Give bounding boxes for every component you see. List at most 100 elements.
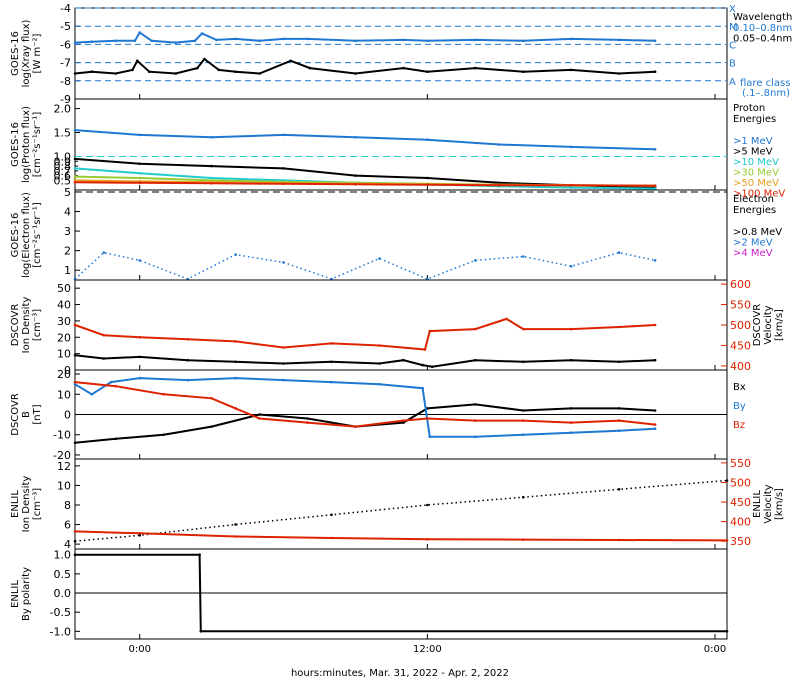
y-tick-label: 1.5 bbox=[54, 127, 72, 140]
legend-item: >1 MeV bbox=[733, 136, 773, 147]
data-point bbox=[426, 138, 429, 141]
data-point bbox=[569, 265, 573, 268]
y-axis-label: Ion Density bbox=[21, 476, 32, 533]
series-line-0 bbox=[75, 553, 727, 633]
data-point bbox=[474, 66, 477, 70]
data-point bbox=[402, 38, 405, 42]
data-point bbox=[402, 66, 405, 70]
data-point bbox=[474, 38, 477, 42]
data-point bbox=[426, 70, 429, 73]
right-y-axis-label: ENLIL bbox=[752, 490, 763, 518]
panel-frame bbox=[74, 7, 728, 100]
right-y-axis-label: DSCOVR bbox=[752, 304, 763, 347]
data-point bbox=[426, 183, 429, 186]
data-point bbox=[90, 393, 94, 396]
y-tick-label: 0.6 bbox=[54, 170, 72, 183]
y-axis-label: DSCOVR bbox=[10, 393, 21, 436]
data-point bbox=[186, 338, 189, 341]
data-point bbox=[653, 323, 657, 327]
data-point bbox=[73, 354, 77, 357]
data-point bbox=[354, 136, 357, 139]
data-point bbox=[522, 433, 525, 437]
right-y-tick-label: 400 bbox=[730, 360, 751, 373]
data-point bbox=[402, 419, 405, 422]
legend-title: Energies bbox=[733, 114, 776, 125]
y-axis-label: log(Electron flux) bbox=[21, 192, 32, 278]
y-tick-label: -4 bbox=[60, 2, 71, 15]
data-point bbox=[653, 70, 657, 73]
data-point bbox=[378, 344, 381, 347]
data-point bbox=[522, 360, 525, 364]
y-tick-label: 0.0 bbox=[54, 587, 72, 600]
flare-class-label: X bbox=[729, 4, 736, 15]
legend-item: >2 MeV bbox=[733, 238, 773, 249]
legend-item: 0.05–0.4nm bbox=[733, 34, 792, 45]
y-tick-label: 0.9 bbox=[54, 155, 72, 168]
series-line-1 bbox=[74, 530, 728, 542]
right-y-tick-label: 400 bbox=[730, 516, 751, 529]
data-point bbox=[653, 184, 657, 187]
data-point bbox=[148, 70, 151, 73]
legend-item: >4 MeV bbox=[733, 248, 773, 259]
right-y-tick-label: 450 bbox=[730, 496, 751, 509]
panel-frame bbox=[74, 458, 728, 550]
legend-item: By bbox=[733, 401, 746, 412]
data-point bbox=[234, 535, 237, 538]
data-point bbox=[73, 380, 77, 384]
data-point bbox=[109, 380, 113, 384]
data-point bbox=[474, 435, 477, 439]
data-point bbox=[522, 39, 525, 43]
data-point bbox=[73, 157, 77, 161]
data-point bbox=[378, 362, 381, 365]
data-point bbox=[653, 427, 657, 431]
y-tick-label: 2.0 bbox=[54, 103, 72, 116]
legend-item: >5 MeV bbox=[733, 147, 773, 158]
data-point bbox=[73, 181, 77, 184]
y-tick-label: 0.5 bbox=[54, 568, 72, 581]
data-point bbox=[653, 358, 657, 362]
data-point bbox=[354, 72, 357, 75]
y-tick-label: 1.0 bbox=[54, 150, 72, 163]
data-point bbox=[282, 133, 285, 137]
data-point bbox=[210, 182, 213, 185]
data-point bbox=[426, 537, 429, 541]
y-tick-label: 40 bbox=[57, 299, 71, 312]
y-axis-label: GOES-16 bbox=[10, 122, 21, 167]
right-y-tick-label: 350 bbox=[730, 535, 751, 548]
series-line-0 bbox=[74, 354, 656, 368]
data-point bbox=[234, 523, 237, 526]
y-tick-label: -5 bbox=[60, 20, 71, 33]
data-point bbox=[174, 41, 177, 44]
legend-item: Bx bbox=[733, 382, 746, 393]
series-line-0 bbox=[74, 251, 656, 280]
y-axis-label: B bbox=[21, 411, 32, 418]
flare-class-label: A bbox=[729, 77, 736, 88]
data-point bbox=[569, 421, 573, 424]
x-tick-label-2: 0:00 bbox=[704, 644, 726, 655]
data-point bbox=[522, 409, 525, 412]
data-point bbox=[402, 421, 405, 424]
data-point bbox=[217, 68, 221, 72]
legend-title: Proton bbox=[733, 103, 765, 114]
data-point bbox=[234, 360, 237, 364]
y-tick-label: -10 bbox=[53, 429, 71, 442]
series-line-0 bbox=[74, 31, 656, 44]
data-point bbox=[354, 39, 357, 43]
data-point bbox=[725, 539, 729, 542]
data-point bbox=[426, 417, 429, 420]
data-point bbox=[210, 136, 213, 139]
data-point bbox=[138, 176, 141, 180]
data-point bbox=[138, 336, 141, 339]
y-tick-label: 50 bbox=[57, 282, 71, 295]
data-point bbox=[653, 423, 657, 426]
data-point bbox=[73, 539, 77, 543]
data-point bbox=[617, 419, 621, 422]
y-tick-label: 4 bbox=[64, 538, 71, 551]
data-point bbox=[138, 534, 141, 537]
data-point bbox=[378, 257, 381, 260]
data-point bbox=[330, 342, 333, 345]
data-point bbox=[258, 417, 261, 420]
legend-title: Electron bbox=[733, 194, 774, 205]
data-point bbox=[653, 259, 657, 262]
data-point bbox=[234, 376, 237, 380]
